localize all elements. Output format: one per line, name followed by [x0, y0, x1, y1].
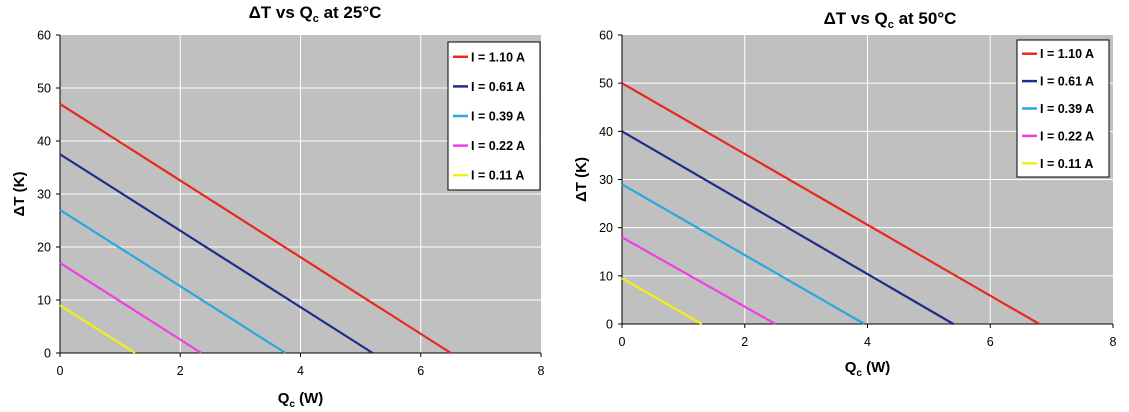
- x-tick-label: 6: [417, 364, 424, 378]
- x-tick-label: 4: [297, 364, 304, 378]
- y-tick-label: 40: [37, 135, 51, 149]
- y-tick-label: 10: [37, 294, 51, 308]
- legend-label: I = 0.11 A: [1040, 157, 1093, 171]
- chart-title: ΔT vs Qc at 50°C: [824, 9, 957, 31]
- legend-label: I = 0.22 A: [471, 139, 525, 153]
- y-axis-label: ΔT (K): [11, 172, 28, 217]
- y-tick-label: 40: [599, 125, 613, 139]
- y-tick-label: 60: [37, 29, 51, 43]
- y-axis-label: ΔT (K): [573, 157, 590, 202]
- y-tick-label: 50: [37, 82, 51, 96]
- legend-label: I = 1.10 A: [1040, 47, 1094, 61]
- x-tick-label: 4: [864, 335, 871, 349]
- legend-label: I = 0.11 A: [471, 169, 524, 183]
- chart-title: ΔT vs Qc at 25°C: [249, 3, 382, 25]
- chart-2: 0 10 20 30 40 50 60 0 2 4 6 8 ΔT vs Qc at 50°C Qc (W)…: [573, 9, 1117, 379]
- y-tick-label: 20: [599, 221, 613, 235]
- x-tick-label: 2: [741, 335, 748, 349]
- y-tick-label: 0: [606, 318, 613, 332]
- x-tick-label: 8: [1110, 335, 1117, 349]
- y-tick-label: 20: [37, 241, 51, 255]
- y-tick-label: 30: [37, 188, 51, 202]
- legend-label: I = 0.22 A: [1040, 129, 1094, 143]
- x-tick-label: 6: [987, 335, 994, 349]
- legend-label: I = 0.39 A: [1040, 102, 1094, 116]
- x-tick-label: 2: [177, 364, 184, 378]
- legend-label: I = 0.61 A: [1040, 75, 1094, 89]
- x-tick-label: 8: [538, 364, 545, 378]
- x-axis-label: Qc (W): [845, 359, 891, 379]
- chart-1: 0 10 20 30 40 50 60 0 2 4 6 8 ΔT vs Qc at 25°C Qc (W)…: [11, 3, 545, 410]
- legend-label: I = 1.10 A: [471, 50, 525, 64]
- y-tick-label: 60: [599, 29, 613, 43]
- x-tick-label: 0: [57, 364, 64, 378]
- y-tick-label: 10: [599, 269, 613, 283]
- legend: I = 1.10 A I = 0.61 A I = 0.39 A I = 0.22 A…: [1017, 40, 1109, 177]
- y-tick-label: 50: [599, 77, 613, 91]
- x-tick-label: 0: [619, 335, 626, 349]
- legend-label: I = 0.61 A: [471, 80, 525, 94]
- x-axis-label: Qc (W): [278, 390, 324, 410]
- y-tick-label: 30: [599, 173, 613, 187]
- legend-label: I = 0.39 A: [471, 110, 525, 124]
- y-tick-label: 0: [44, 347, 51, 361]
- legend: I = 1.10 A I = 0.61 A I = 0.39 A I = 0.22 A…: [448, 42, 540, 190]
